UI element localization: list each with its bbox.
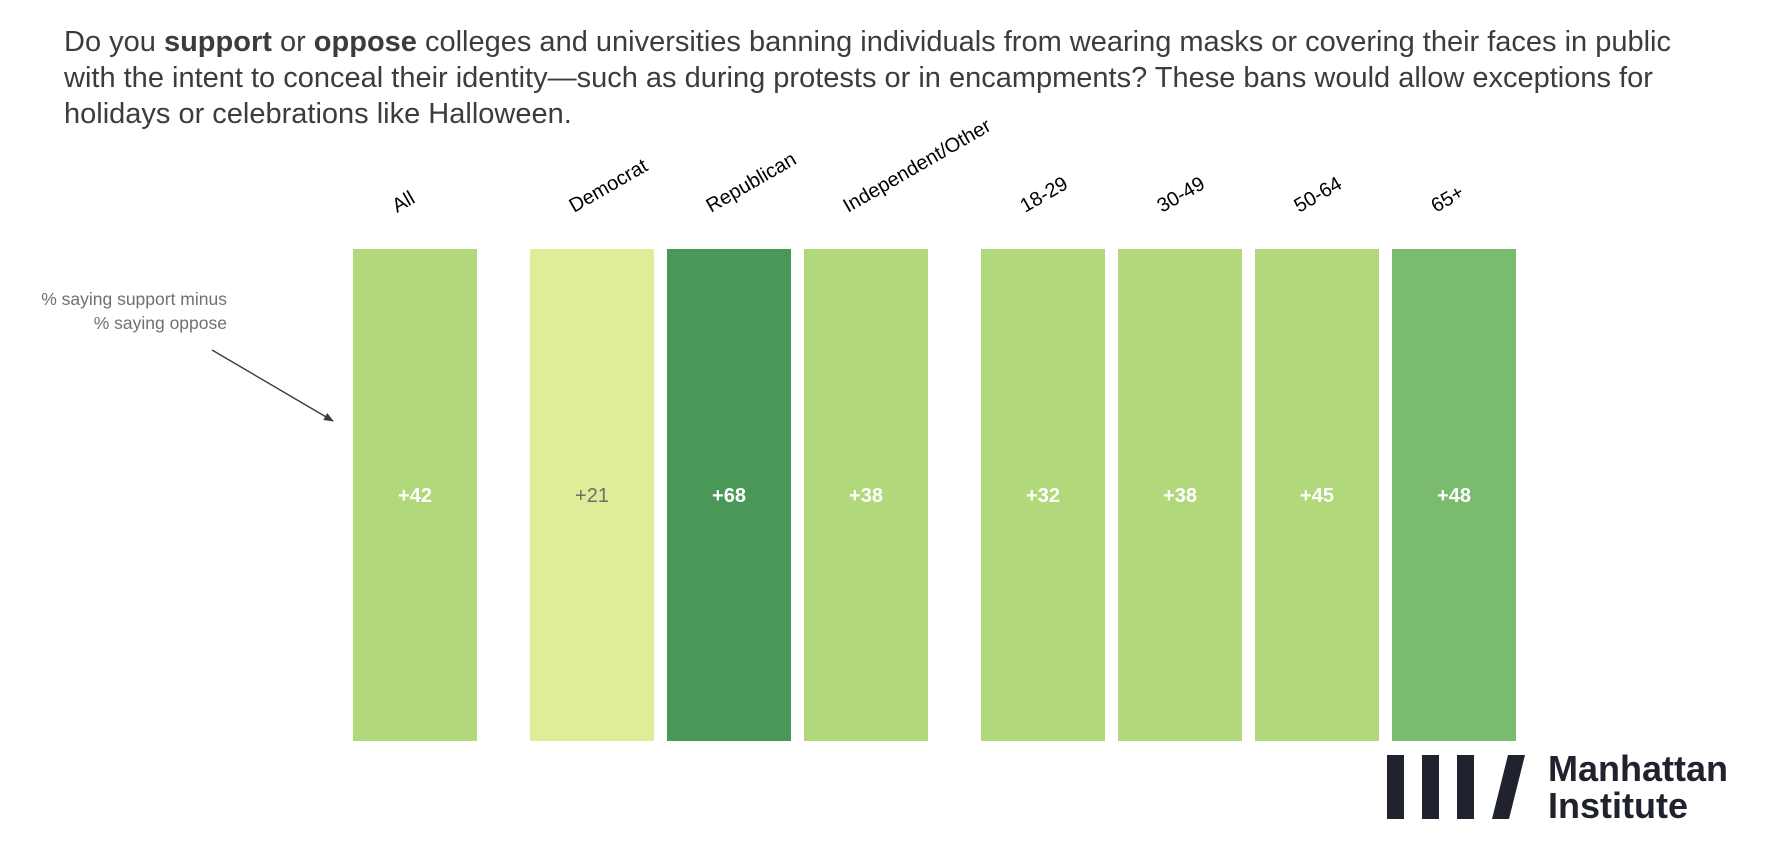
cell-30-49 [1118,249,1242,741]
question-bold-oppose: oppose [313,26,417,58]
cell-republican [667,249,791,741]
data-label: +42 [398,485,432,507]
annotation-arrow [211,349,334,422]
cell-18-29 [981,249,1105,741]
cell-independent-other [804,249,928,741]
annotation-line-2: % saying oppose [93,313,227,333]
question-text: Do you support or oppose colleges and un… [64,24,1704,132]
category-label: 50-64 [1291,173,1346,218]
data-label: +38 [849,485,883,507]
question-part-2: or [271,26,314,58]
cell-democrat [530,249,654,741]
measure-annotation: % saying support minus % saying oppose [10,287,227,335]
data-label: +32 [1026,485,1060,507]
data-label: +48 [1437,485,1471,507]
question-part-3: colleges and universities banning indivi… [64,26,1672,130]
question-bold-support: support [163,26,272,58]
category-label: 30-49 [1154,173,1209,218]
cell-50-64 [1255,249,1379,741]
data-label: +21 [575,485,609,507]
logo-wordmark: Manhattan Institute [1548,750,1728,824]
category-label: Democrat [566,155,652,218]
logo-line-1: Manhattan [1548,748,1728,789]
category-label: All [389,187,419,217]
logo-line-2: Institute [1548,785,1688,826]
category-label: 18-29 [1017,173,1072,218]
category-label: Independent/Other [840,115,996,218]
category-label: 65+ [1428,181,1468,217]
annotation-line-1: % saying support minus [41,289,227,309]
manhattan-institute-logo-icon [1387,755,1525,819]
cell-all [353,249,477,741]
data-label: +45 [1300,485,1334,507]
data-label: +68 [712,485,746,507]
data-label: +38 [1163,485,1197,507]
category-label: Republican [703,148,801,217]
chart-cells: +42 All +21 Democrat +68 Republican +38 Indepen… [353,115,1516,741]
cell-65- [1392,249,1516,741]
question-part-1: Do you [64,26,164,58]
